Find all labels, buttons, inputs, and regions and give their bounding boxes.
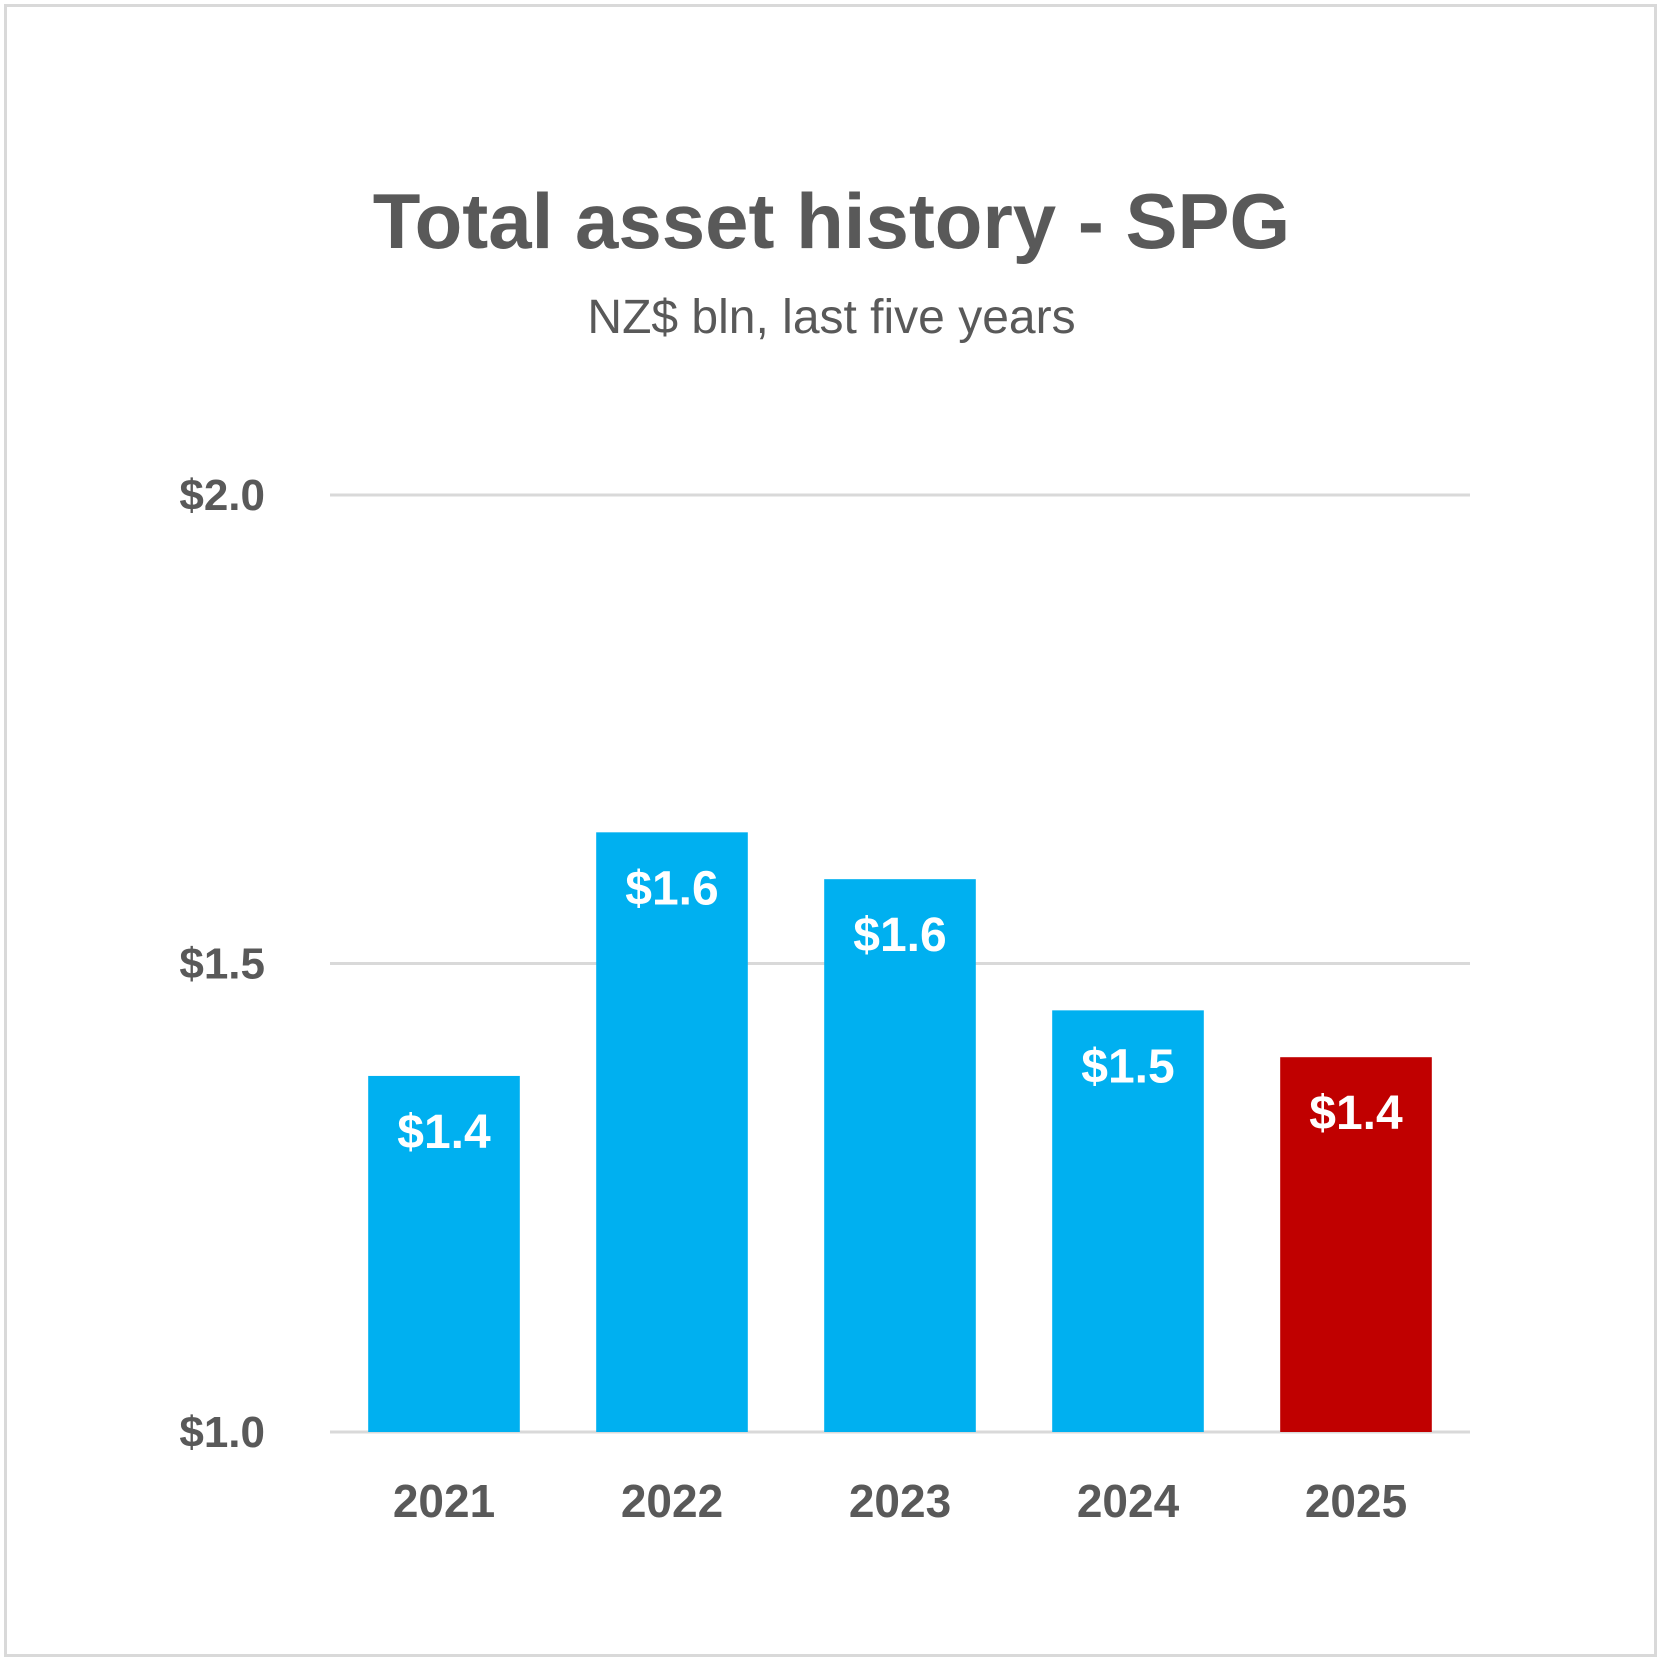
y-tick-label: $2.0: [179, 471, 265, 520]
data-label-2023: $1.6: [853, 909, 946, 962]
bar-2023: [824, 879, 976, 1432]
data-label-2021: $1.4: [397, 1106, 491, 1159]
bar-2025: [1280, 1057, 1432, 1432]
category-label-2024: 2024: [1077, 1475, 1180, 1527]
category-label-2025: 2025: [1305, 1475, 1407, 1527]
data-label-2025: $1.4: [1309, 1087, 1403, 1140]
y-tick-label: $1.0: [179, 1408, 265, 1457]
data-labels: $1.4 $1.6 $1.6 $1.5 $1.4: [397, 862, 1403, 1159]
data-label-2022: $1.6: [625, 862, 718, 915]
bars: [368, 832, 1432, 1432]
chart-title: Total asset history - SPG: [372, 177, 1291, 265]
bar-2022: [596, 832, 748, 1432]
category-label-2021: 2021: [393, 1475, 495, 1527]
y-tick-label: $1.5: [179, 940, 265, 989]
y-axis-tick-labels: $1.0 $1.5 $2.0: [179, 471, 265, 1457]
bar-2021: [368, 1075, 520, 1432]
category-label-2023: 2023: [849, 1475, 951, 1527]
category-label-2022: 2022: [621, 1475, 723, 1527]
x-axis-category-labels: 2021 2022 2023 2024 2025: [393, 1475, 1407, 1527]
chart-subtitle: NZ$ bln, last five years: [587, 291, 1076, 344]
data-label-2024: $1.5: [1081, 1040, 1174, 1093]
bar-2024: [1052, 1010, 1204, 1432]
